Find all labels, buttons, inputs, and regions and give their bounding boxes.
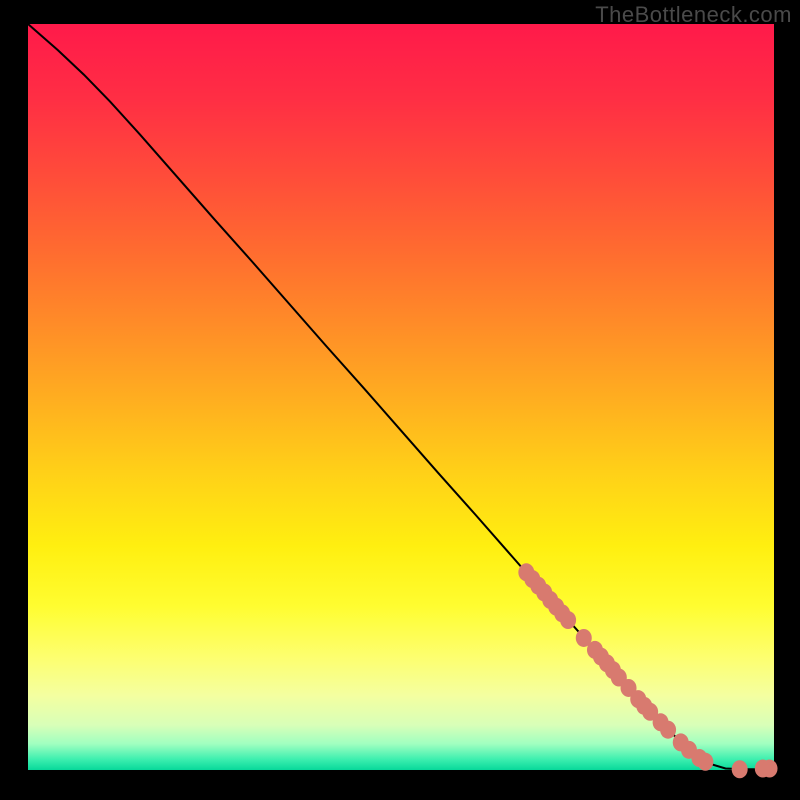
data-marker [660, 721, 676, 739]
watermark-text: TheBottleneck.com [595, 2, 792, 28]
data-marker [732, 760, 748, 778]
chart-container: TheBottleneck.com [0, 0, 800, 800]
gradient-chart [0, 0, 800, 800]
data-marker [697, 753, 713, 771]
data-marker [762, 760, 778, 778]
data-marker [560, 611, 576, 629]
